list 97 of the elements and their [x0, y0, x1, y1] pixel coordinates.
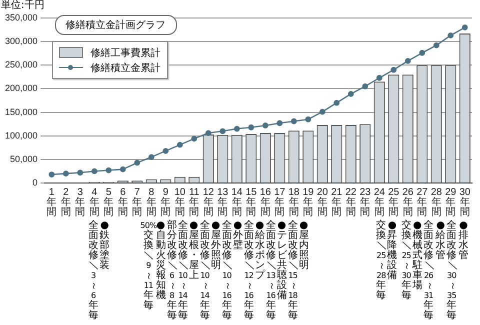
y-tick-label: 300,000: [4, 36, 38, 46]
point: [334, 100, 340, 106]
text: ●昇降機設備: [387, 220, 398, 281]
legend-label: 修繕積立金累計: [90, 62, 161, 74]
x-tick-label: 9年間: [160, 186, 171, 218]
point: [390, 66, 397, 73]
text: 全面改修／13～16年毎: [266, 220, 277, 321]
x-tick-label: 7年間: [132, 186, 142, 218]
y-tick-label: 50,000: [10, 154, 38, 164]
x-tick-label: 25年間: [388, 186, 400, 218]
point: [77, 170, 84, 176]
point: [248, 124, 254, 130]
x-tick-label: 16年間: [260, 186, 272, 218]
text: 50%交換／9～11年毎: [140, 221, 157, 311]
x-tick-label: 19年間: [302, 186, 314, 218]
x-tick-label: 5年間: [104, 186, 114, 218]
point: [319, 108, 326, 115]
text: 全面改修／15～18年毎: [288, 220, 299, 321]
point: [433, 42, 440, 48]
text: ●屋根・屋上: [188, 220, 199, 281]
text: ●屋内照明: [298, 220, 309, 271]
chart-title: 修繕積立金計画グラフ: [54, 15, 177, 35]
y-tick-label: 150,000: [4, 106, 38, 117]
text: ●鉄部塗装: [100, 220, 110, 271]
text: ●機械式駐車場: [412, 220, 422, 291]
point: [276, 120, 283, 126]
point: [106, 167, 112, 174]
point: [448, 32, 454, 38]
x-tick-label: 17年間: [274, 186, 286, 218]
x-tick-label: 13年間: [217, 186, 229, 218]
point: [262, 122, 268, 128]
legend-label: 修繕工事費累計: [90, 46, 161, 60]
x-tick-label: 11年間: [188, 186, 200, 218]
y-tick-label: 0: [32, 177, 38, 188]
text: ●テレビ共聴設備: [276, 220, 287, 301]
text: 全面改修／26～31年毎: [424, 220, 435, 321]
x-tick-label: 8年間: [146, 186, 156, 218]
y-tick-label: 250,000: [4, 60, 38, 70]
point: [162, 148, 169, 154]
text: 全面改修／12～16年毎: [244, 220, 255, 321]
point: [148, 154, 154, 160]
point: [305, 116, 312, 122]
x-tick-label: 28年間: [430, 186, 442, 218]
x-tick-label: 18年間: [288, 186, 300, 218]
text: 全面改修／3～6年毎: [88, 220, 100, 321]
x-tick-label: 23年間: [360, 186, 372, 218]
x-tick-label: 2年間: [60, 186, 71, 218]
point: [234, 126, 240, 132]
x-tick-label: 4年間: [89, 186, 100, 218]
x-tick-label: 6年間: [118, 186, 128, 218]
text: 部分改修／6～8年毎: [166, 220, 178, 321]
text: 交換／25～30年毎: [401, 220, 412, 301]
text: ●自動火災報知機: [156, 220, 166, 301]
text: ●給水管: [436, 220, 446, 261]
x-tick-label: 15年間: [246, 186, 258, 218]
point: [462, 24, 468, 30]
text: 全面改修／10～14年毎: [178, 220, 189, 321]
text: 全面改修／30～35年毎: [446, 220, 458, 321]
text: ●屋外照明: [210, 220, 221, 271]
text: ●外壁: [232, 220, 243, 251]
x-tick-label: 21年間: [331, 186, 343, 218]
point: [419, 50, 426, 56]
x-tick-label: 14年間: [231, 186, 243, 218]
y-tick-label: 350,000: [4, 12, 38, 22]
text: 全面改修／10～14年毎: [200, 220, 211, 321]
text: 交換／25～28年毎: [376, 220, 388, 301]
point: [220, 128, 226, 134]
x-tick-label: 1年間: [46, 186, 57, 218]
y-tick-label: 100,000: [4, 130, 38, 140]
point: [362, 83, 368, 90]
point: [205, 130, 212, 136]
x-tick-label: 29年間: [445, 186, 457, 218]
x-tick-label: 30年間: [459, 186, 471, 218]
x-tick-label: 3年間: [75, 186, 86, 218]
point: [134, 160, 140, 166]
text: 単位:千円: [1, 0, 44, 11]
point: [191, 136, 198, 142]
point: [62, 170, 69, 177]
point: [376, 74, 382, 81]
x-tick-label: 12年間: [202, 186, 214, 218]
x-tick-label: 20年間: [316, 186, 328, 218]
point: [290, 118, 297, 124]
text: ●排水管: [458, 220, 468, 261]
point: [91, 168, 98, 174]
x-tick-label: 27年間: [416, 186, 428, 218]
x-tick-label: 24年間: [374, 186, 386, 218]
text: 全面改修／10～16年毎: [222, 220, 233, 321]
x-tick-label: 10年間: [174, 186, 186, 218]
text: ●給水ポンプ: [254, 220, 265, 281]
x-tick-label: 22年間: [345, 186, 357, 218]
point: [404, 58, 411, 64]
point: [348, 90, 354, 97]
point: [120, 166, 126, 172]
point: [176, 142, 183, 148]
point: [48, 172, 55, 178]
x-tick-label: 26年間: [402, 186, 414, 218]
y-tick-label: 200,000: [4, 83, 38, 94]
